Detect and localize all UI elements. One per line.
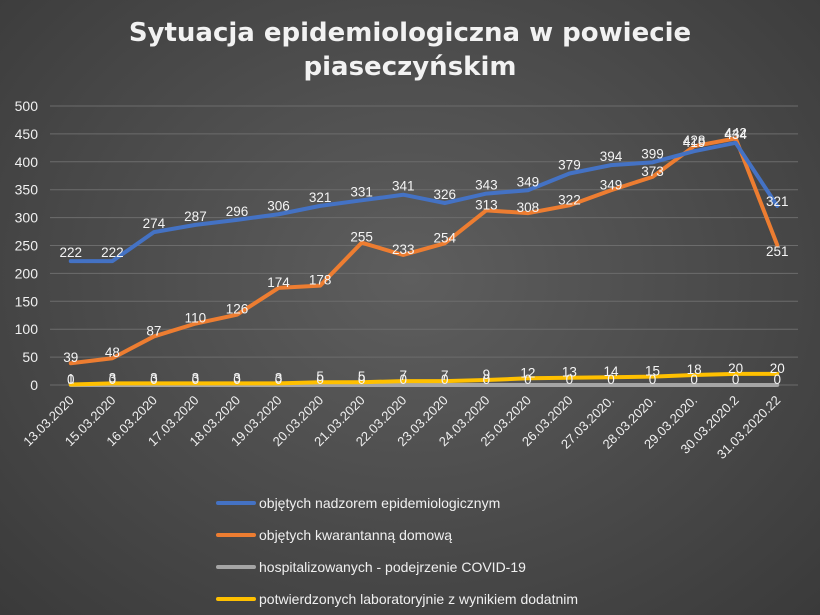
data-label: 419 — [683, 135, 706, 150]
data-label: 9 — [483, 367, 491, 382]
data-label: 20 — [728, 361, 743, 376]
data-label: 306 — [267, 198, 290, 213]
data-label: 0 — [690, 372, 698, 387]
data-label: 442 — [724, 125, 747, 140]
y-tick-label: 400 — [15, 154, 39, 170]
data-label: 18 — [687, 362, 702, 377]
series-line-1 — [68, 140, 780, 264]
data-label: 222 — [101, 245, 124, 260]
plot-area: 05010015020025030035040045050013.03.2020… — [15, 98, 798, 462]
data-label: 3 — [150, 370, 158, 385]
data-label: 110 — [185, 311, 207, 326]
data-label: 287 — [184, 209, 207, 224]
y-tick-label: 350 — [15, 182, 39, 198]
series-line-2 — [68, 136, 780, 366]
y-tick-label: 200 — [15, 265, 39, 281]
data-label: 0 — [524, 372, 532, 387]
data-label: 0 — [732, 372, 740, 387]
data-label: 274 — [143, 216, 166, 231]
data-label: 0 — [316, 372, 324, 387]
data-label: 0 — [399, 372, 407, 387]
data-label: 321 — [766, 194, 789, 209]
chart-title-line-1: Sytuacja epidemiologiczna w powiecie — [129, 18, 691, 48]
y-tick-label: 450 — [15, 126, 39, 142]
data-label: 126 — [226, 302, 249, 317]
data-label: 20 — [770, 361, 785, 376]
series-line-4 — [68, 371, 780, 387]
data-label: 0 — [773, 372, 781, 387]
data-label: 349 — [600, 177, 623, 192]
data-label: 5 — [358, 369, 366, 384]
y-tick-label: 500 — [15, 98, 39, 114]
data-label: 15 — [645, 364, 660, 379]
data-label: 373 — [641, 164, 664, 179]
data-label: 296 — [226, 204, 249, 219]
data-label: 0 — [358, 372, 366, 387]
legend-entry-2: objętych kwarantanną domową — [259, 527, 452, 543]
data-label: 7 — [399, 368, 407, 383]
data-label: 3 — [109, 370, 117, 385]
data-label: 0 — [649, 372, 657, 387]
y-tick-label: 300 — [15, 210, 39, 226]
y-tick-label: 100 — [15, 321, 39, 337]
data-label: 255 — [350, 230, 373, 245]
data-label: 0 — [192, 372, 200, 387]
data-label: 308 — [517, 200, 540, 215]
data-label: 12 — [520, 365, 535, 380]
data-label: 87 — [146, 323, 161, 338]
data-label: 321 — [309, 190, 332, 205]
y-tick-label: 150 — [15, 293, 39, 309]
data-label: 331 — [350, 184, 373, 199]
data-label: 48 — [105, 345, 120, 360]
data-label: 3 — [233, 370, 241, 385]
data-label: 0 — [233, 372, 241, 387]
data-label: 0 — [441, 372, 449, 387]
data-label: 434 — [724, 127, 747, 142]
data-label: 343 — [475, 178, 498, 193]
data-label: 0 — [67, 372, 75, 387]
data-label: 428 — [683, 133, 706, 148]
data-label: 39 — [63, 350, 78, 365]
data-label: 254 — [434, 230, 457, 245]
legend-entry-3: hospitalizowanych - podejrzenie COVID-19 — [259, 559, 526, 575]
data-label: 0 — [275, 372, 283, 387]
data-label: 349 — [517, 174, 540, 189]
legend: objętych nadzorem epidemiologicznym objęt… — [216, 495, 578, 607]
data-label: 14 — [603, 364, 619, 379]
data-label: 174 — [267, 275, 290, 290]
data-label: 178 — [309, 273, 332, 288]
data-label: 3 — [275, 370, 283, 385]
legend-entry-4: potwierdzonych laboratoryjnie z wynikiem… — [259, 591, 578, 607]
y-tick-label: 50 — [22, 349, 38, 365]
data-label: 1 — [67, 371, 75, 386]
data-label: 13 — [562, 365, 577, 380]
data-label: 0 — [607, 372, 615, 387]
data-label: 233 — [392, 242, 415, 257]
data-label: 3 — [192, 370, 200, 385]
data-label: 326 — [434, 187, 457, 202]
y-tick-label: 0 — [30, 377, 38, 393]
legend-entry-1: objętych nadzorem epidemiologicznym — [259, 495, 500, 511]
data-label: 394 — [600, 149, 623, 164]
data-label: 7 — [441, 368, 449, 383]
data-label: 399 — [641, 146, 664, 161]
data-label: 379 — [558, 158, 581, 173]
data-label: 322 — [558, 192, 581, 207]
data-label: 0 — [150, 372, 158, 387]
data-label: 341 — [392, 179, 415, 194]
data-label: 313 — [475, 197, 498, 212]
data-label: 222 — [60, 245, 83, 260]
data-label: 5 — [316, 369, 324, 384]
data-label: 251 — [766, 244, 789, 259]
data-label: 0 — [566, 372, 574, 387]
chart-title-line-2: piaseczyńskim — [304, 52, 517, 82]
y-tick-label: 250 — [15, 238, 39, 254]
data-label: 0 — [109, 372, 117, 387]
data-label: 0 — [483, 372, 491, 387]
